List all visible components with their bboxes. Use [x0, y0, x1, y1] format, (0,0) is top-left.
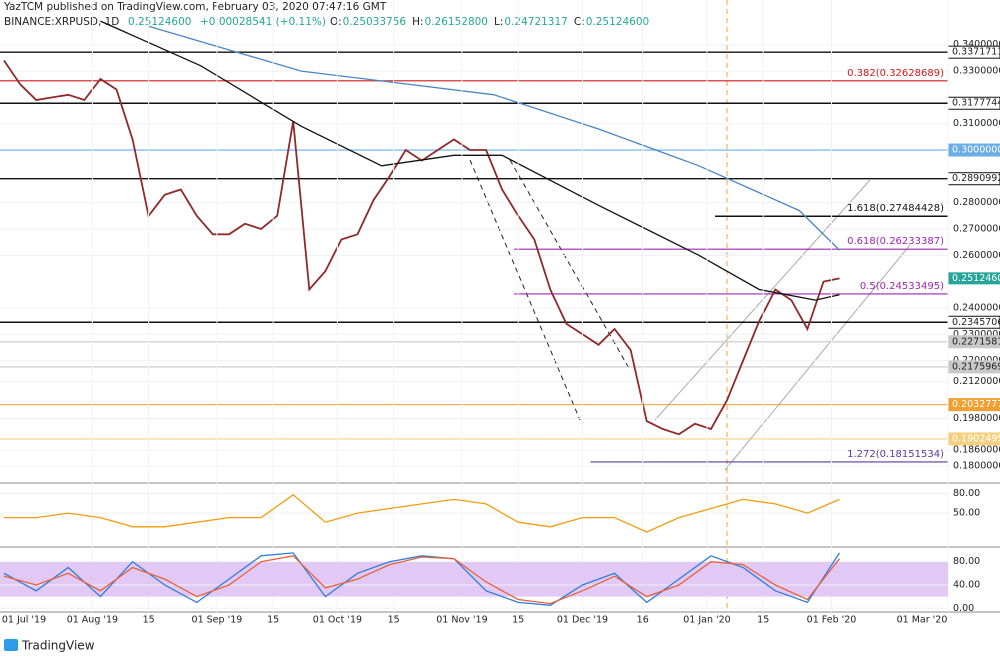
ohlc-key: C:: [574, 16, 585, 28]
x-tick-label: 01 Oct '19: [313, 615, 362, 626]
header: YazTCM published on TradingView.com, Feb…: [3, 1, 387, 28]
series-line: [148, 25, 840, 251]
level-label: 1.618(0.27484428): [847, 203, 944, 214]
series-line: [100, 20, 840, 301]
x-tick-label: 01 Jul '19: [2, 615, 46, 626]
ohlc-key: L:: [494, 16, 503, 28]
level-label: 0.23457062: [952, 317, 1000, 328]
level-label: 0.28909920: [952, 173, 1000, 184]
footer: TradingView: [4, 639, 95, 653]
y-tick-label: 0.24000000: [953, 302, 1000, 313]
ohlc-key: H:: [412, 16, 423, 28]
y-tick-label: 0.18000000: [953, 460, 1000, 471]
y-tick-label: 0.18600000: [953, 445, 1000, 456]
y-tick-label: 0.23000000: [953, 329, 1000, 340]
x-tick-label: 16: [637, 615, 649, 626]
level-label: 0.31777446: [952, 98, 1000, 109]
level-label: 0.30000000: [952, 145, 1000, 156]
brand: TradingView: [21, 639, 95, 653]
ohlc-value: 0.24721317: [504, 16, 567, 28]
y-tick-label: 0.19800000: [953, 413, 1000, 424]
y-tick-label: 80.00: [953, 556, 980, 567]
level-label: 0.382(0.32628689): [847, 68, 944, 79]
level-label: 0.20327770: [952, 399, 1000, 410]
x-tick-label: 01 Mar '20: [897, 615, 948, 626]
level-label: 0.5(0.24533495): [860, 281, 944, 292]
symbol: BINANCE:XRPUSD, 1D: [4, 16, 119, 28]
y-tick-label: 50.00: [953, 508, 980, 519]
level-label: 0.33717116: [952, 47, 1000, 58]
last-price: 0.25124600: [128, 16, 191, 28]
level-label: 0.19024950: [952, 433, 1000, 444]
x-tick-label: 01 Aug '19: [67, 615, 118, 626]
x-tick-label: 15: [267, 615, 279, 626]
publisher: YazTCM published on TradingView.com, Feb…: [3, 1, 387, 13]
x-tick-label: 01 Jan '20: [683, 615, 730, 626]
y-tick-label: 0.31000000: [953, 118, 1000, 129]
ohlc-key: O:: [330, 16, 342, 28]
x-tick-label: 15: [757, 615, 769, 626]
level-label: 0.21759694: [952, 361, 1000, 372]
level-label: 0.22715817: [952, 336, 1000, 347]
y-tick-label: 80.00: [953, 488, 980, 499]
y-tick-label: 40.00: [953, 579, 980, 590]
y-tick-label: 0.34000000: [953, 39, 1000, 50]
x-tick-label: 15: [512, 615, 524, 626]
series-line: [3, 552, 841, 606]
x-tick-label: 15: [143, 615, 155, 626]
y-tick-label: 0.26000000: [953, 250, 1000, 261]
level-label: 0.618(0.26233387): [847, 236, 944, 247]
y-tick-label: 0.00: [953, 603, 974, 614]
ohlc-value: 0.25124600: [586, 16, 649, 28]
logo: [4, 639, 18, 651]
x-tick-label: 15: [388, 615, 400, 626]
y-tick-label: 0.28000000: [953, 197, 1000, 208]
x-tick-label: 01 Feb '20: [807, 615, 857, 626]
price-marker-box: [948, 272, 1000, 285]
ohlc-value: 0.25033756: [343, 16, 407, 28]
price-marker-label: 0.25124600: [952, 273, 1000, 284]
y-tick-label: 0.27000000: [953, 223, 1000, 234]
ohlc-value: 0.26152800: [425, 16, 488, 28]
trend-line: [509, 159, 631, 371]
series-line: [3, 555, 841, 605]
channel-line: [724, 244, 911, 471]
y-tick-label: 0.33000000: [953, 66, 1000, 77]
y-tick-label: 0.21200000: [953, 376, 1000, 387]
x-tick-label: 01 Sep '19: [192, 615, 243, 626]
series-line: [4, 493, 840, 533]
x-tick-label: 01 Nov '19: [436, 615, 487, 626]
level-label: 1.272(0.18151534): [847, 449, 944, 460]
channel-line: [654, 179, 871, 421]
change: +0.00028541 (+0.11%): [200, 16, 326, 28]
x-tick-label: 01 Dec '19: [557, 615, 608, 626]
trend-line: [469, 159, 581, 421]
